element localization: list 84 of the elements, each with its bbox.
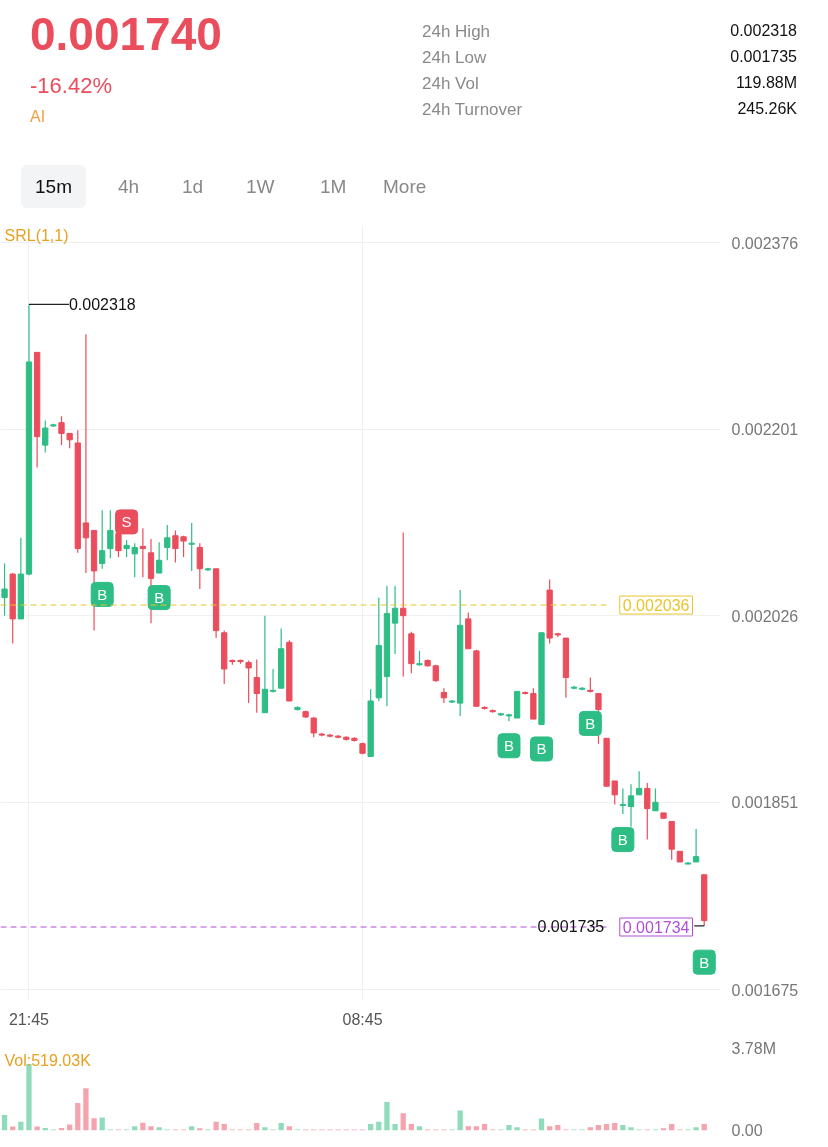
text: 24h High — [422, 21, 491, 43]
bar — [400, 1113, 406, 1131]
annotation: Vol:519.03K — [4, 1052, 92, 1069]
bar — [197, 1128, 203, 1131]
text: AI — [30, 107, 46, 127]
bar — [26, 1064, 32, 1131]
text: B — [699, 953, 710, 971]
text: B — [154, 589, 165, 607]
bar — [620, 1125, 626, 1131]
candlestick — [595, 692, 602, 745]
bar — [392, 1123, 398, 1131]
bar — [75, 1102, 81, 1131]
x-tick-label: 21:45 — [8, 1010, 50, 1028]
y-tick-label: 0.002201 — [731, 421, 799, 439]
candlestick — [42, 420, 49, 454]
candlestick — [139, 527, 147, 578]
candlestick — [636, 770, 643, 796]
candlestick — [82, 333, 90, 574]
y-tick-label: 0.002026 — [731, 607, 799, 625]
text: More — [383, 175, 427, 199]
candlestick — [156, 541, 163, 574]
text: 1d — [182, 175, 204, 199]
text: B — [617, 831, 628, 849]
series-label: S — [121, 513, 132, 531]
text: B — [503, 737, 514, 755]
annotation: 0.001735 — [537, 917, 605, 935]
bar — [67, 1124, 73, 1131]
y-tick-label: 0.001851 — [731, 794, 799, 812]
text: B — [585, 714, 596, 732]
candlestick — [619, 787, 627, 815]
chart-title: 0.001740 — [30, 7, 222, 62]
candlestick — [391, 585, 399, 655]
series-label: B — [97, 585, 108, 603]
bar — [148, 1126, 154, 1131]
text: 24h Low — [422, 47, 487, 69]
bar — [213, 1121, 219, 1131]
ref-line-label: 0.001734 — [622, 919, 690, 936]
bar — [660, 1128, 667, 1131]
text: 1W — [246, 175, 275, 199]
bar — [262, 1127, 268, 1131]
chart-subtitle: -16.42% — [30, 72, 112, 100]
text: 24h Turnover — [422, 99, 523, 121]
y-tick-label: 0.002376 — [731, 234, 799, 252]
bar — [140, 1122, 146, 1131]
text: 0.002318 — [730, 21, 797, 41]
candlestick — [440, 687, 448, 704]
y-tick-label: 0.00 — [731, 1122, 763, 1139]
candlestick — [245, 659, 252, 704]
bar — [628, 1127, 634, 1131]
bar — [457, 1110, 463, 1131]
bar — [1, 1114, 8, 1131]
text: 1M — [320, 175, 347, 199]
y-tick-label: 0.001675 — [731, 981, 799, 999]
candlestick — [1, 562, 8, 617]
bar — [83, 1088, 89, 1131]
y-tick-label: 3.78M — [731, 1040, 776, 1057]
text: B — [536, 740, 547, 758]
candlestick — [692, 828, 700, 863]
text: 245.26K — [737, 99, 797, 119]
bar — [693, 1127, 699, 1131]
candlestick — [644, 782, 651, 841]
text: 15m — [21, 165, 86, 209]
candlestick — [196, 542, 203, 590]
text: 0.001735 — [730, 47, 797, 67]
x-tick-label: 08:45 — [342, 1010, 383, 1028]
text: 4h — [118, 175, 140, 199]
candlestick — [188, 522, 195, 572]
candlestick — [400, 531, 407, 678]
candlestick — [652, 787, 659, 812]
ref-line-label: 0.002036 — [622, 597, 690, 615]
candlestick — [164, 524, 171, 561]
bar — [384, 1102, 390, 1131]
text: 24h Vol — [422, 73, 479, 95]
bar — [91, 1118, 97, 1131]
annotation: SRL(1,1) — [4, 227, 69, 244]
annotation: 0.002318 — [68, 296, 136, 314]
candlestick — [107, 509, 114, 559]
bar — [514, 1127, 520, 1131]
bar — [506, 1125, 512, 1131]
candlestick — [253, 658, 260, 714]
candlestick — [99, 509, 106, 570]
text: 119.88M — [735, 73, 797, 93]
candlestick — [261, 615, 269, 714]
bar — [99, 1117, 105, 1131]
